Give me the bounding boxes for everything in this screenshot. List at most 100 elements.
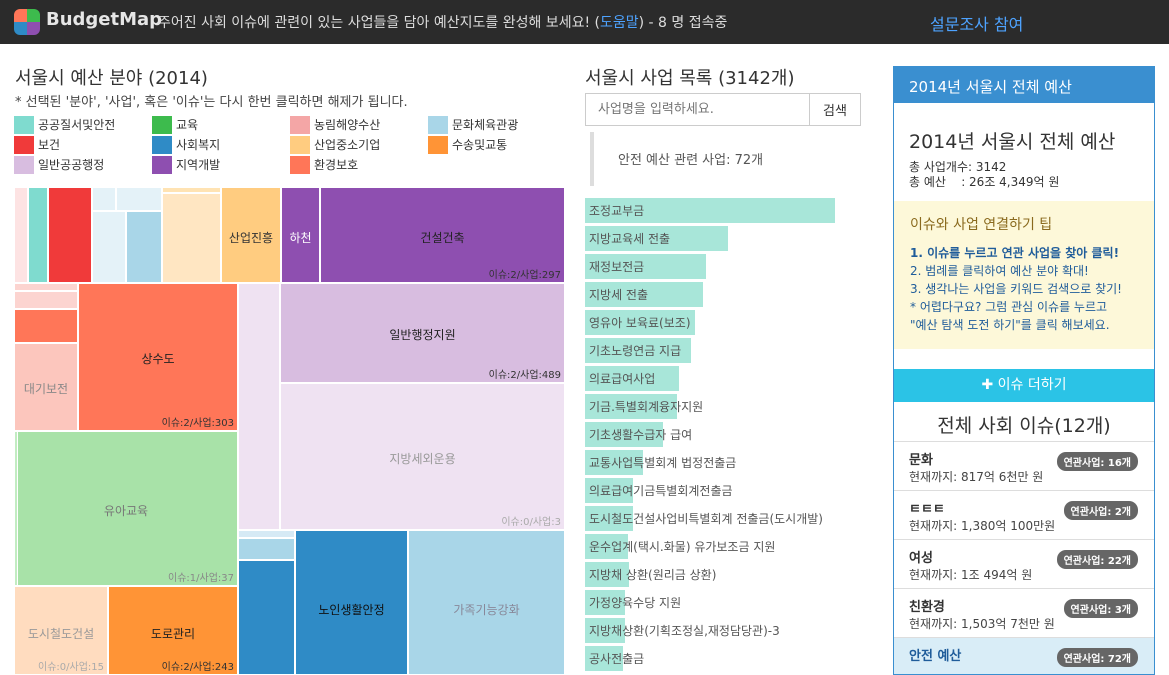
project-label: 지방교육세 전출: [589, 232, 671, 246]
project-label: 기금.특별회계융자지원: [589, 400, 704, 414]
budget-treemap: 산업진흥 하천 건설건축 이슈:2/사업:297 대기보전 상수도 이슈:2/사…: [14, 187, 565, 675]
app-name[interactable]: BudgetMap: [46, 9, 163, 30]
legend-label: 수송및교통: [452, 138, 508, 152]
treemap-cell[interactable]: [238, 538, 295, 560]
treemap-cell[interactable]: [28, 187, 48, 283]
legend-item-public-order[interactable]: 공공질서및안전: [14, 116, 115, 134]
issue-amount: 현재까지: 1,380억 100만원: [909, 519, 1056, 533]
treemap-cell-dosi[interactable]: 도시철도건설 이슈:0/사업:15: [14, 586, 108, 675]
issue-name: 여성: [909, 551, 933, 566]
legend-swatch: [14, 156, 34, 174]
header-message-suffix: ) - 8 명 접속중: [638, 15, 728, 31]
project-count: 총 사업개수: 3142: [909, 160, 1007, 174]
treemap-cell-noin[interactable]: 노인생활안정: [295, 530, 408, 675]
treemap-cell-daegi[interactable]: 대기보전: [14, 343, 78, 431]
project-budget-bar: [585, 338, 691, 363]
treemap-cell[interactable]: [162, 187, 221, 193]
legend-item-environment[interactable]: 환경보호: [290, 156, 358, 174]
treemap-cell-doro[interactable]: 도로관리 이슈:2/사업:243: [108, 586, 238, 675]
plus-icon: ✚: [981, 377, 994, 393]
legend-item-education[interactable]: 교육: [152, 116, 198, 134]
legend-swatch: [152, 136, 172, 154]
treemap-cell-jibangse[interactable]: 지방세외운용 이슈:0/사업:3: [280, 383, 565, 530]
project-label: 조정교부금: [589, 204, 645, 218]
treemap-meta: 이슈:2/사업:297: [488, 270, 561, 281]
treemap-meta: 이슈:2/사업:303: [161, 418, 234, 429]
treemap-cell-geonseol[interactable]: 건설건축 이슈:2/사업:297: [320, 187, 565, 283]
project-budget-bar: [585, 226, 728, 251]
treemap-cell[interactable]: [14, 309, 78, 343]
treemap-cell[interactable]: [48, 187, 92, 283]
tip-line: 3. 생각나는 사업을 키워드 검색으로 찾기!: [910, 282, 1122, 296]
treemap-cell[interactable]: [92, 187, 116, 211]
treemap-cell-sanup[interactable]: 산업진흥: [221, 187, 281, 283]
legend-label: 공공질서및안전: [38, 118, 116, 132]
treemap-label: 대기보전: [23, 382, 69, 396]
tips-title: 이슈와 사업 연결하기 팁: [910, 217, 1053, 233]
treemap-cell[interactable]: [14, 291, 78, 309]
project-label: 영유아 보육료(보조): [589, 316, 691, 330]
project-budget-bar: [585, 422, 663, 447]
treemap-label: 건설건축: [420, 231, 465, 245]
treemap-cell[interactable]: [14, 187, 28, 283]
add-issue-button[interactable]: ✚ 이슈 더하기: [894, 369, 1154, 402]
treemap-cell[interactable]: [238, 530, 295, 538]
project-budget-bar: [585, 618, 625, 643]
project-label: 기초생활수급자 급여: [589, 428, 693, 442]
treemap-meta: 이슈:0/사업:3: [501, 517, 561, 528]
legend-swatch: [14, 116, 34, 134]
treemap-label: 노인생활안정: [318, 603, 385, 617]
search-button[interactable]: 검색: [809, 93, 861, 126]
issue-item[interactable]: 친환경 현재까지: 1,503억 7천만 원 연관사업: 3개: [894, 588, 1154, 637]
treemap-cell-gajok[interactable]: 가족기능강화: [408, 530, 565, 675]
project-budget-bar: [585, 394, 677, 419]
project-label: 지방채상환(기획조정실,재정담당관)-3: [589, 624, 780, 638]
legend-item-industry[interactable]: 산업중소기업: [290, 136, 380, 154]
project-budget-bar: [585, 198, 835, 223]
treemap-cell-ilban[interactable]: 일반행정지원 이슈:2/사업:489: [280, 283, 565, 383]
legend-item-admin[interactable]: 일반공공행정: [14, 156, 104, 174]
treemap-cell-yua[interactable]: 유아교육 이슈:1/사업:37: [14, 431, 238, 586]
treemap-meta: 이슈:0/사업:15: [38, 662, 104, 673]
issue-item[interactable]: ㅌㅌㅌ 현재까지: 1,380억 100만원 연관사업: 2개: [894, 490, 1154, 539]
tip-line: 2. 범례를 클릭하여 예산 분야 확대!: [910, 264, 1089, 278]
legend-item-transport[interactable]: 수송및교통: [428, 136, 507, 154]
help-link[interactable]: 도움말: [599, 15, 639, 31]
issue-item-selected[interactable]: 안전 예산 연관사업: 72개: [894, 637, 1154, 674]
project-search-input[interactable]: [585, 93, 810, 126]
legend-label: 산업중소기업: [314, 138, 381, 152]
legend-item-agriculture[interactable]: 농림해양수산: [290, 116, 380, 134]
legend-item-welfare[interactable]: 사회복지: [152, 136, 220, 154]
add-issue-label: 이슈 더하기: [997, 377, 1067, 393]
treemap-cell[interactable]: [14, 431, 18, 586]
treemap-cell[interactable]: [238, 283, 280, 530]
project-label: 교통사업특별회계 법정전출금: [589, 456, 737, 470]
legend-item-health[interactable]: 보건: [14, 136, 60, 154]
treemap-meta: 이슈:1/사업:37: [168, 573, 234, 584]
header-message: 주어진 사회 이슈에 관련이 있는 사업들을 담아 예산지도를 완성해 보세요!…: [158, 12, 727, 32]
survey-link[interactable]: 설문조사 참여: [930, 15, 1024, 34]
treemap-cell[interactable]: [126, 211, 162, 283]
issue-item[interactable]: 여성 현재까지: 1조 494억 원 연관사업: 22개: [894, 539, 1154, 588]
treemap-label: 하천: [289, 231, 312, 245]
legend-item-culture[interactable]: 문화체육관광: [428, 116, 518, 134]
treemap-cell-sangsudo[interactable]: 상수도 이슈:2/사업:303: [78, 283, 238, 431]
treemap-cell[interactable]: [162, 193, 221, 283]
project-list-title: 서울시 사업 목록 (3142개): [585, 68, 795, 89]
treemap-cell[interactable]: [238, 560, 295, 675]
legend-swatch: [152, 156, 172, 174]
budgetmap-logo-icon[interactable]: [14, 9, 40, 35]
treemap-cell-hacheon[interactable]: 하천: [281, 187, 320, 283]
treemap-cell[interactable]: [92, 211, 126, 283]
treemap-cell[interactable]: [14, 283, 78, 291]
issue-item[interactable]: 문화 현재까지: 817억 6천만 원 연관사업: 16개: [894, 441, 1154, 490]
project-budget-bar: [585, 646, 623, 671]
project-budget-bar: [585, 478, 633, 503]
legend-item-regional[interactable]: 지역개발: [152, 156, 220, 174]
treemap-label: 도로관리: [150, 627, 196, 641]
related-count-badge: 연관사업: 22개: [1056, 550, 1138, 569]
legend-label: 일반공공행정: [38, 158, 105, 172]
treemap-cell[interactable]: [116, 187, 162, 211]
legend-label: 사회복지: [176, 138, 221, 152]
tips-box: 이슈와 사업 연결하기 팁 1. 이슈를 누르고 연관 사업을 찾아 클릭! 2…: [894, 201, 1154, 349]
